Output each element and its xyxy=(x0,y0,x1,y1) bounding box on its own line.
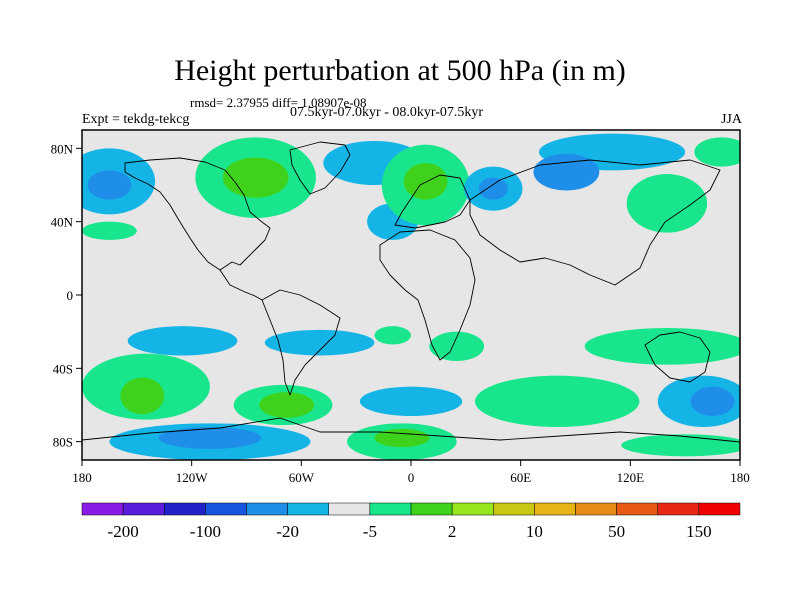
coastline-north-america xyxy=(124,157,271,271)
contour-region-29 xyxy=(158,427,262,449)
coastline-central-america xyxy=(219,269,263,301)
contour-region-32 xyxy=(621,434,740,457)
colorbar-swatch xyxy=(122,502,165,516)
map-title: Height perturbation at 500 hPa (in m) xyxy=(174,54,626,87)
lon-tick-label: 0 xyxy=(408,470,415,485)
colorbar-label: -100 xyxy=(190,522,221,541)
contour-region-9 xyxy=(478,177,508,200)
contour-region-7 xyxy=(403,163,448,200)
colorbar-swatch xyxy=(369,502,412,516)
colorbar-label: -20 xyxy=(276,522,299,541)
stats-label: rmsd= 2.37955 diff= 1.08907e-08 xyxy=(190,95,367,110)
map-plot-area xyxy=(82,130,740,460)
contour-region-31 xyxy=(374,428,430,448)
experiment-label: Expt = tekdg-tekcg xyxy=(82,112,190,127)
contour-region-25 xyxy=(474,375,640,428)
season-label: JJA xyxy=(720,112,742,127)
contour-region-24 xyxy=(359,386,463,417)
contour-region-18 xyxy=(429,331,485,362)
colorbar-label: 150 xyxy=(686,522,712,541)
colorbar: -200 -100 -20 -5 2 10 50 150 xyxy=(81,502,741,541)
colorbar-swatch xyxy=(328,502,371,516)
coastline-greenland xyxy=(289,141,351,195)
coastlines xyxy=(82,141,740,443)
contour-region-3 xyxy=(222,157,289,198)
colorbar-swatch xyxy=(493,502,535,516)
coastline-south-america xyxy=(261,289,341,396)
colorbar-swatch xyxy=(657,502,700,516)
colorbar-label: 10 xyxy=(526,522,543,541)
colorbar-swatch xyxy=(164,502,206,516)
contour-region-23 xyxy=(259,392,315,418)
lat-tick-label: 0 xyxy=(67,288,74,303)
lat-tick-label: 40N xyxy=(51,215,74,230)
contour-region-13 xyxy=(694,137,740,167)
colorbar-swatch xyxy=(451,502,494,516)
colorbar-swatch xyxy=(205,502,247,516)
colorbar-swatch xyxy=(287,502,329,516)
latitude-axis: 80N 40N 0 40S 80S xyxy=(51,141,82,450)
contour-region-19 xyxy=(584,328,740,365)
lon-tick-label: 60W xyxy=(289,470,315,485)
contour-region-21 xyxy=(120,377,165,415)
colorbar-label: -200 xyxy=(108,522,139,541)
lon-tick-label: 120W xyxy=(176,470,209,485)
colorbar-swatch xyxy=(534,502,576,516)
contour-region-14 xyxy=(82,221,137,240)
colorbar-label: 2 xyxy=(448,522,457,541)
lon-tick-label: 60E xyxy=(510,470,531,485)
periods-label: 07.5kyr-07.0kyr - 08.0kyr-07.5kyr xyxy=(290,105,484,120)
contour-region-27 xyxy=(690,386,735,417)
coastline-africa xyxy=(379,229,476,361)
contour-region-16 xyxy=(264,329,375,356)
colorbar-label: -5 xyxy=(363,522,377,541)
colorbar-swatch xyxy=(410,502,453,516)
colorbar-swatch xyxy=(698,502,741,516)
lon-tick-label: 180 xyxy=(730,470,750,485)
contour-region-15 xyxy=(127,326,238,356)
coastline-australia xyxy=(644,331,711,383)
lat-tick-label: 40S xyxy=(53,361,73,376)
longitude-axis: 180 120W 60W 0 60E 120E 180 xyxy=(72,460,750,485)
contour-region-17 xyxy=(374,326,411,345)
colorbar-swatch xyxy=(616,502,658,516)
colorbar-swatch xyxy=(81,502,124,516)
lon-tick-label: 120E xyxy=(617,470,645,485)
coastline-europe xyxy=(394,174,471,229)
lon-tick-label: 180 xyxy=(72,470,92,485)
colorbar-swatch xyxy=(246,502,288,516)
contour-region-12 xyxy=(626,174,708,233)
contour-region-1 xyxy=(87,170,132,200)
colorbar-label: 50 xyxy=(608,522,625,541)
contour-regions xyxy=(82,133,740,460)
coastline-antarctica xyxy=(82,417,740,443)
lat-tick-label: 80S xyxy=(53,435,73,450)
coastline-asia xyxy=(469,159,721,286)
colorbar-swatch xyxy=(575,502,617,516)
contour-region-11 xyxy=(533,153,600,191)
lat-tick-label: 80N xyxy=(51,141,74,156)
